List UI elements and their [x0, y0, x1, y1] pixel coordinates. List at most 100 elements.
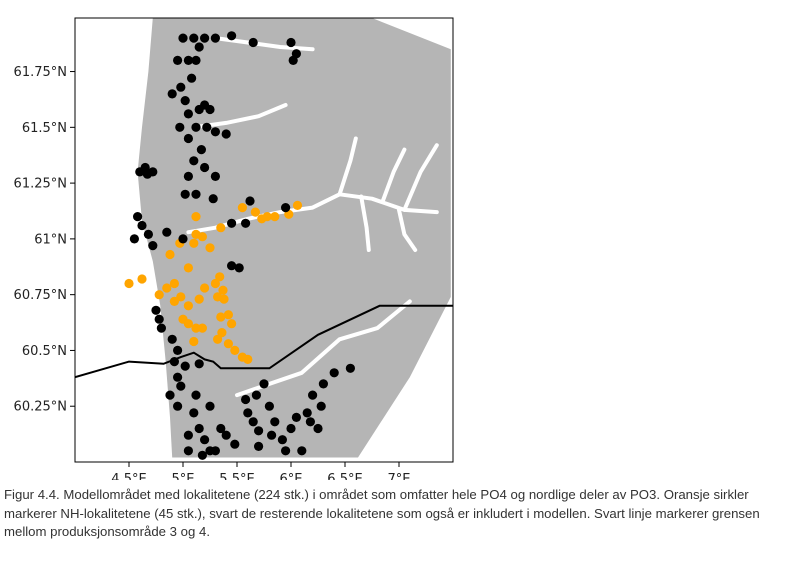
site-marker	[227, 218, 237, 228]
site-marker	[191, 55, 201, 65]
nh-site-marker	[194, 294, 204, 304]
site-marker	[241, 394, 251, 405]
site-marker	[259, 379, 269, 389]
x-tick-label: 4.5°E	[111, 472, 146, 480]
x-axis-ticks: 4.5°E 5°E 5.5°E 6°E 6.5°E 7°E	[111, 462, 411, 480]
site-marker	[202, 122, 212, 132]
y-tick-label: 61°N	[34, 232, 67, 247]
site-marker	[305, 417, 315, 427]
site-marker	[173, 55, 183, 65]
site-marker	[180, 361, 190, 371]
nh-site-marker	[189, 336, 199, 347]
site-marker	[205, 401, 215, 411]
site-marker	[183, 171, 193, 181]
site-marker	[183, 133, 193, 144]
site-marker	[137, 220, 147, 231]
fjord-branch-north-3	[402, 143, 439, 212]
x-tick-label: 5°E	[172, 472, 195, 480]
x-tick-label: 7°E	[388, 472, 411, 480]
site-marker	[264, 401, 274, 411]
site-marker	[281, 203, 291, 213]
nh-site-marker	[205, 243, 215, 253]
site-marker	[288, 55, 298, 65]
nh-site-marker	[216, 223, 226, 233]
site-marker	[156, 323, 166, 333]
y-axis-ticks: 61.75°N 61.5°N 61.25°N 61°N 60.75°N 60.5°N 60.…	[14, 65, 75, 415]
nh-site-marker	[183, 263, 193, 273]
site-marker	[221, 430, 231, 440]
site-marker	[183, 430, 193, 440]
nh-site-marker	[197, 232, 207, 242]
figure-caption: Figur 4.4. Modellområdet med lokaliteten…	[4, 487, 760, 539]
site-marker	[165, 390, 175, 400]
site-marker	[200, 162, 210, 173]
site-marker	[221, 129, 231, 139]
nh-site-marker	[292, 200, 303, 210]
site-marker	[302, 408, 312, 418]
site-marker	[133, 212, 143, 222]
site-marker	[200, 33, 210, 43]
nh-site-marker	[213, 292, 223, 302]
fjord-branch-south-2	[397, 207, 418, 252]
y-tick-label: 61.25°N	[14, 177, 67, 192]
axes-frame	[74, 17, 454, 463]
site-marker	[329, 368, 339, 378]
y-tick-label: 60.5°N	[22, 344, 67, 359]
nh-site-marker	[137, 274, 147, 284]
nh-site-marker	[124, 278, 134, 289]
fjord-main	[186, 192, 439, 235]
site-marker	[180, 189, 190, 199]
site-marker	[154, 314, 164, 324]
nh-site-marker	[223, 310, 233, 320]
site-marker	[267, 430, 277, 440]
site-marker	[148, 167, 158, 177]
site-marker	[248, 37, 258, 48]
nh-site-marker	[176, 292, 186, 302]
site-marker	[173, 372, 183, 382]
site-marker	[210, 127, 220, 137]
y-tick-label: 60.75°N	[14, 288, 67, 303]
nh-site-marker	[197, 323, 207, 333]
site-marker	[176, 82, 186, 92]
nh-site-marker	[243, 354, 253, 364]
site-marker	[129, 234, 139, 244]
site-marker	[254, 426, 264, 436]
site-marker	[210, 33, 220, 43]
site-marker	[243, 408, 253, 418]
site-marker	[143, 229, 153, 239]
site-marker	[167, 334, 177, 344]
site-marker	[216, 423, 226, 434]
site-marker	[241, 218, 251, 228]
site-marker	[297, 446, 307, 456]
nh-site-marker	[223, 339, 233, 349]
site-marker	[189, 156, 199, 166]
nh-site-marker	[210, 278, 220, 289]
y-tick-label: 61.75°N	[14, 65, 67, 80]
fjord-branch-north-1	[337, 136, 358, 197]
nh-site-marker	[189, 238, 199, 248]
nh-site-marker	[218, 285, 228, 295]
site-marker	[308, 390, 318, 400]
site-marker	[194, 104, 204, 115]
nh-site-marker	[262, 212, 272, 222]
map-figure: 4.5°E 5°E 5.5°E 6°E 6.5°E 7°E 61.75°N61.5°N61…	[14, 17, 454, 480]
nh-site-marker	[154, 290, 164, 300]
nh-site-marker	[213, 334, 223, 344]
map-area	[75, 18, 453, 460]
site-marker	[151, 305, 161, 315]
site-marker	[227, 31, 237, 41]
site-marker	[196, 145, 206, 155]
site-marker	[180, 96, 190, 106]
site-marker	[270, 417, 280, 427]
site-marker	[208, 194, 218, 204]
site-marker	[345, 363, 355, 373]
site-marker	[210, 446, 220, 456]
site-marker	[254, 441, 264, 451]
nh-site-marker	[162, 283, 172, 293]
fjord-branch-south-1	[359, 194, 371, 252]
site-marker	[183, 55, 193, 65]
site-marker	[194, 42, 204, 52]
site-marker	[291, 412, 301, 422]
nh-site-marker	[169, 296, 179, 306]
x-tick-label: 5.5°E	[219, 472, 254, 480]
